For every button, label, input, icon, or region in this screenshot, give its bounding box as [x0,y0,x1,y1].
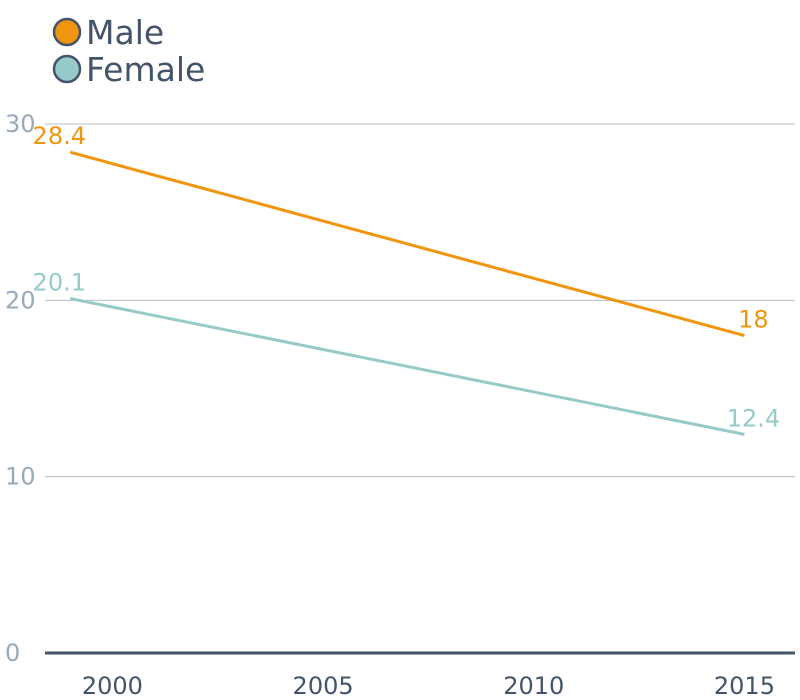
series-line-female [69,297,745,436]
y-tick-label-30: 30 [5,110,36,138]
data-labels: 28.4 18 20.1 12.4 [33,122,781,432]
legend-label-female: Female [86,50,205,89]
gridlines [45,123,795,655]
y-axis: 0 10 20 30 [5,110,36,667]
y-tick-label-0: 0 [5,639,20,667]
y-tick-label-20: 20 [5,286,36,314]
data-label-female-2015: 12.4 [727,404,780,432]
x-axis: 2000 2005 2010 2015 [82,672,775,700]
data-label-female-1999: 20.1 [33,269,86,297]
x-tick-label-2015: 2015 [714,672,775,700]
legend-label-male: Male [86,13,164,52]
x-tick-label-2010: 2010 [503,672,564,700]
series-lines [69,150,745,436]
x-tick-label-2005: 2005 [293,672,354,700]
data-label-male-1999: 28.4 [33,122,86,150]
legend-swatch-male [52,17,82,47]
data-label-male-2015: 18 [738,306,769,334]
x-tick-label-2000: 2000 [82,672,143,700]
series-line-male [69,150,745,338]
y-tick-label-10: 10 [5,463,36,491]
legend-swatch-female [52,54,82,84]
